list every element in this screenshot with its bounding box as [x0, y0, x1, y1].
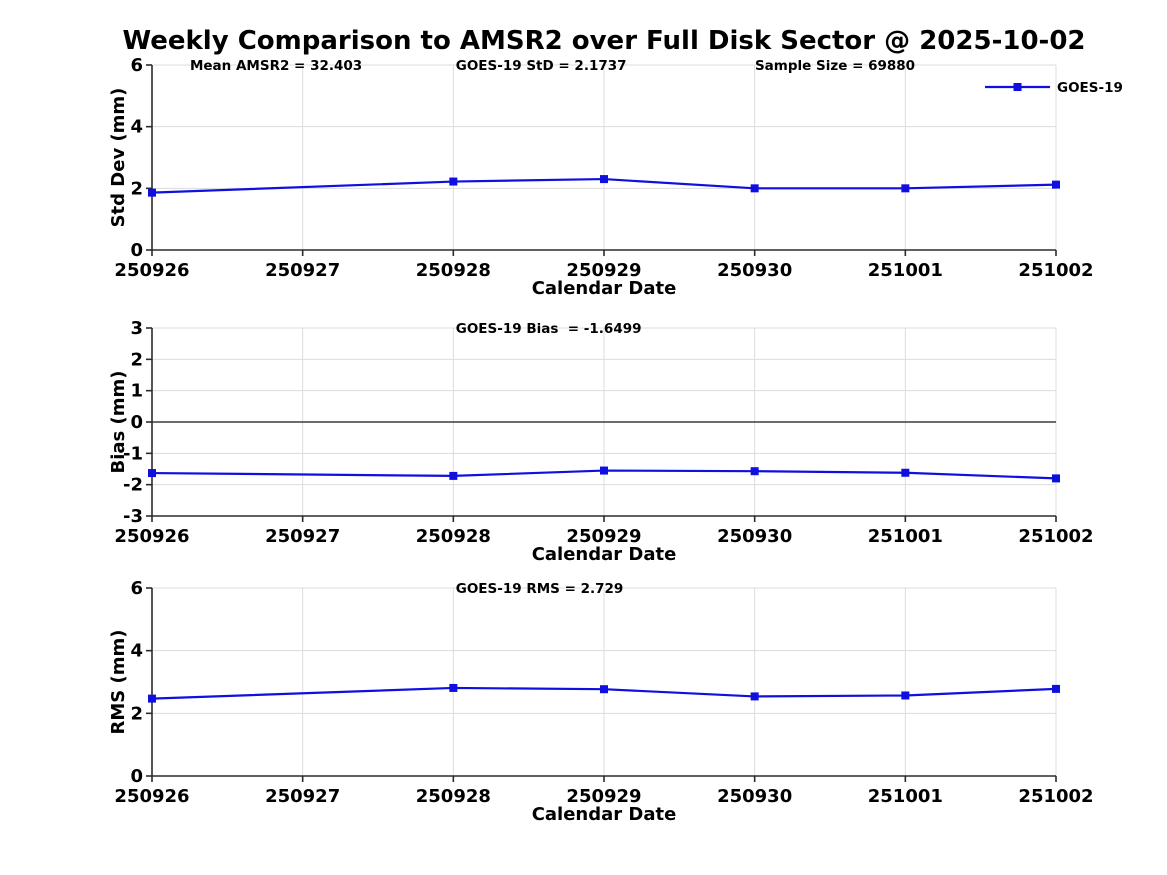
chart-std-dev: 250926 250927 250928 250929 250930 251001 2510…	[108, 55, 1123, 299]
chart-bias: 250926 250927 250928 250929 250930 251001 2510…	[108, 318, 1094, 565]
x-tick-label: 250927	[265, 260, 340, 281]
x-tick-label: 251002	[1018, 786, 1093, 807]
y-axis-title: Std Dev (mm)	[108, 88, 129, 228]
data-point-marker	[750, 467, 759, 476]
data-point-marker	[449, 471, 458, 480]
y-axis-title: Bias (mm)	[108, 371, 129, 474]
y-tick-label: -2	[123, 475, 143, 496]
data-point-marker	[901, 468, 910, 477]
y-tick-label: 0	[130, 412, 143, 433]
series-line	[151, 469, 1057, 480]
annotation: GOES-19 RMS = 2.729	[456, 581, 624, 597]
x-tick-label: 250930	[717, 526, 792, 547]
x-axis-title: Calendar Date	[532, 278, 677, 299]
y-tick-label: 6	[130, 55, 143, 76]
data-point-marker	[1052, 474, 1060, 483]
y-axis-title: RMS (mm)	[108, 630, 129, 735]
x-tick-label: 250928	[416, 260, 491, 281]
y-tick-label: -1	[123, 443, 143, 464]
series-line	[151, 686, 1057, 700]
legend-label: GOES-19	[1057, 80, 1123, 96]
annotation: GOES-19 Bias = -1.6499	[456, 321, 642, 337]
x-tick-label: 251001	[868, 260, 943, 281]
y-tick-label: 4	[130, 117, 143, 138]
y-tick-label: 0	[130, 766, 143, 787]
data-point-marker	[449, 683, 458, 692]
data-point-marker	[600, 466, 608, 475]
data-point-marker	[148, 694, 156, 703]
x-tick-label: 250926	[114, 526, 189, 547]
x-tick-label: 250929	[566, 786, 641, 807]
figure-title: Weekly Comparison to AMSR2 over Full Dis…	[122, 26, 1086, 56]
chart-rms: 250926 250927 250928 250929 250930 251001 2510…	[108, 578, 1094, 825]
data-point-marker	[901, 184, 910, 193]
data-point-marker	[1052, 684, 1060, 693]
x-tick-label: 250926	[114, 260, 189, 281]
y-tick-label: 1	[130, 381, 143, 402]
x-tick-label: 251001	[868, 526, 943, 547]
data-point-marker	[449, 177, 458, 186]
annotation: Mean AMSR2 = 32.403	[190, 58, 362, 74]
x-tick-label: 250930	[717, 260, 792, 281]
data-point-marker	[148, 188, 156, 197]
data-point-marker	[148, 469, 156, 478]
x-tick-label: 250927	[265, 526, 340, 547]
x-tick-label: 250927	[265, 786, 340, 807]
x-tick-label: 251002	[1018, 260, 1093, 281]
series-line	[151, 177, 1057, 194]
y-tick-label: 0	[130, 240, 143, 261]
data-point-marker	[1052, 180, 1060, 189]
x-tick-label: 250928	[416, 526, 491, 547]
data-point-marker	[600, 175, 608, 184]
y-tick-label: 6	[130, 578, 143, 599]
x-tick-label: 250929	[566, 526, 641, 547]
x-tick-label: 251001	[868, 786, 943, 807]
x-tick-label: 250928	[416, 786, 491, 807]
x-axis-title: Calendar Date	[532, 804, 677, 825]
x-tick-label: 251002	[1018, 526, 1093, 547]
y-tick-label: 3	[130, 318, 143, 339]
y-tick-label: 2	[130, 178, 143, 199]
x-axis-title: Calendar Date	[532, 544, 677, 565]
annotation: Sample Size = 69880	[755, 58, 915, 74]
data-point-marker	[901, 691, 910, 700]
x-tick-label: 250929	[566, 260, 641, 281]
legend: GOES-19	[985, 80, 1123, 96]
data-point-marker	[750, 184, 759, 193]
annotation: GOES-19 StD = 2.1737	[456, 58, 627, 74]
data-point-marker	[750, 692, 759, 701]
x-tick-label: 250926	[114, 786, 189, 807]
legend-marker	[1013, 83, 1022, 91]
y-tick-label: 4	[130, 641, 143, 662]
x-tick-label: 250930	[717, 786, 792, 807]
y-tick-label: 2	[130, 703, 143, 724]
data-point-marker	[600, 685, 608, 694]
y-tick-label: -3	[123, 506, 143, 527]
y-tick-label: 2	[130, 349, 143, 370]
